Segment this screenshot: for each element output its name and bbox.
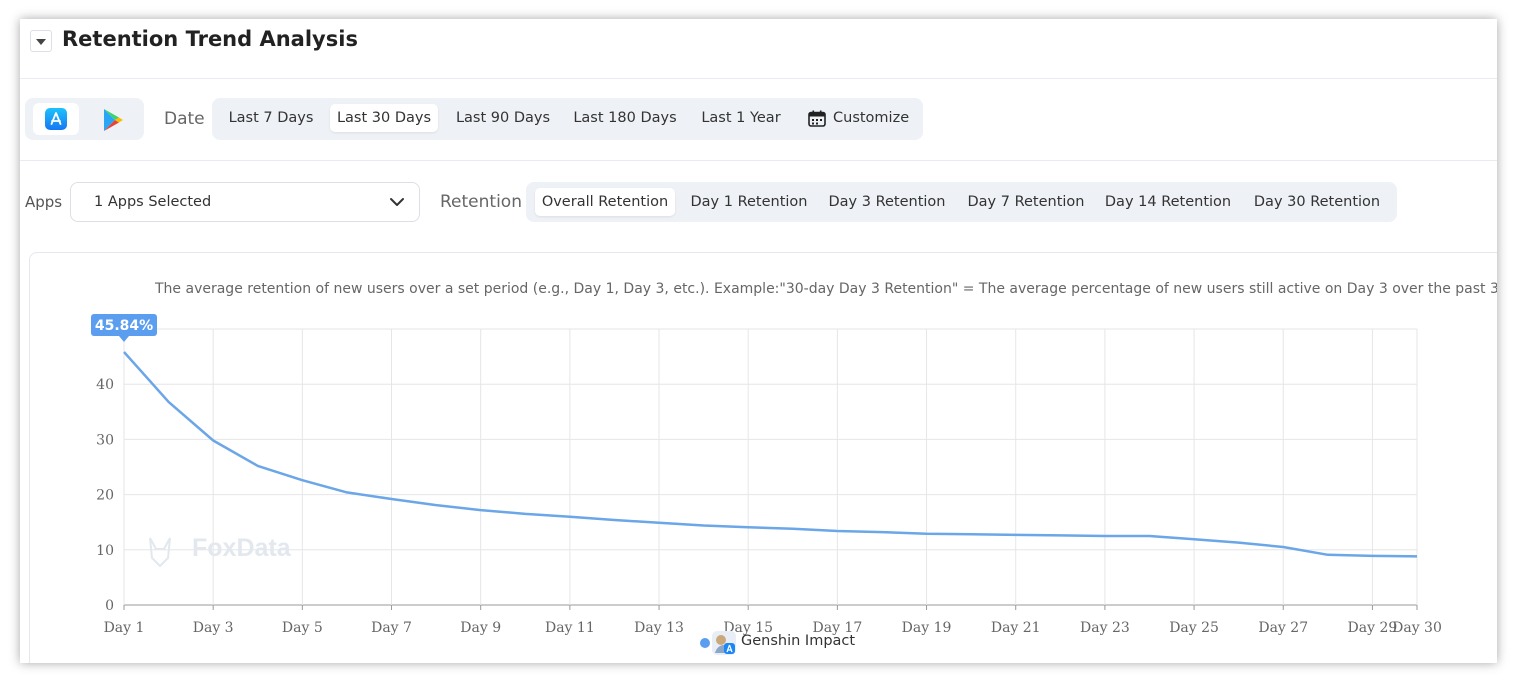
calendar-icon bbox=[808, 110, 826, 127]
watermark-text: FoxData bbox=[192, 534, 292, 562]
date-option-last-7-days[interactable]: Last 7 Days bbox=[228, 110, 314, 126]
series-line-genshin-impact bbox=[123, 351, 1418, 558]
customize-date-button[interactable]: Customize bbox=[808, 104, 910, 132]
peak-value-badge bbox=[91, 313, 157, 336]
google-play-icon bbox=[102, 108, 124, 132]
date-option-last-1-year[interactable]: Last 1 Year bbox=[701, 110, 781, 126]
y-tick-label: 10 bbox=[96, 543, 114, 559]
retention-line-chart: 0 10 20 30 40 Day 1 Day 3 Day 5 Day 7 Day 9 Day 11… bbox=[91, 313, 1442, 636]
date-range-selector: Last 7 Days Last 30 Days Last 90 Days La… bbox=[212, 98, 923, 140]
apps-label: Apps bbox=[25, 193, 63, 211]
x-tick-label: Day 15 bbox=[723, 620, 773, 636]
store-switcher bbox=[25, 98, 144, 140]
x-tick-label: Day 21 bbox=[991, 620, 1041, 636]
retention-option-day-14[interactable]: Day 14 Retention bbox=[1104, 194, 1232, 210]
legend-series-marker bbox=[700, 638, 710, 648]
y-tick-label: 20 bbox=[96, 488, 114, 504]
retention-panel: Retention Trend Analysis bbox=[20, 19, 1497, 663]
date-filter-row: Date Last 7 Days Last 30 Days Last 90 Da… bbox=[20, 79, 1497, 161]
apps-select-value: 1 Apps Selected bbox=[94, 194, 212, 210]
x-tick-label: Day 29 bbox=[1348, 620, 1398, 636]
retention-option-day-1[interactable]: Day 1 Retention bbox=[690, 194, 808, 210]
retention-option-day-3[interactable]: Day 3 Retention bbox=[828, 194, 946, 210]
app-retention-filter-row: Apps 1 Apps Selected Retention Overall R… bbox=[20, 162, 1497, 252]
x-tick-label: Day 30 bbox=[1392, 620, 1442, 636]
legend-series-label: Genshin Impact bbox=[741, 633, 856, 649]
x-tick-label: Day 9 bbox=[460, 620, 501, 636]
page-title: Retention Trend Analysis bbox=[62, 27, 358, 51]
date-option-last-30-days[interactable]: Last 30 Days bbox=[330, 104, 438, 132]
apps-select-dropdown[interactable]: 1 Apps Selected bbox=[70, 182, 420, 222]
x-tick-label: Day 17 bbox=[813, 620, 863, 636]
retention-option-day-7[interactable]: Day 7 Retention bbox=[967, 194, 1085, 210]
x-tick-label: Day 25 bbox=[1169, 620, 1219, 636]
foxdata-watermark-icon bbox=[149, 537, 171, 568]
retention-type-selector: Overall Retention Day 1 Retention Day 3 … bbox=[526, 182, 1397, 222]
y-tick-label: 40 bbox=[96, 377, 114, 393]
collapse-toggle-icon[interactable] bbox=[30, 30, 52, 52]
peak-value-label: 45.84% bbox=[95, 318, 153, 334]
x-tick-label: Day 1 bbox=[104, 620, 145, 636]
x-tick-label: Day 11 bbox=[545, 620, 595, 636]
panel-header: Retention Trend Analysis bbox=[20, 19, 1497, 79]
x-tick-label: Day 7 bbox=[371, 620, 412, 636]
y-tick-label: 30 bbox=[96, 432, 114, 448]
google-play-button[interactable] bbox=[89, 103, 135, 135]
genshin-impact-app-icon bbox=[712, 631, 736, 655]
customize-label: Customize bbox=[833, 110, 910, 126]
x-tick-label: Day 19 bbox=[902, 620, 952, 636]
y-tick-label: 0 bbox=[105, 598, 114, 614]
x-tick-label: Day 27 bbox=[1258, 620, 1308, 636]
chart-description: The average retention of new users over … bbox=[155, 281, 1497, 297]
date-label: Date bbox=[164, 109, 205, 129]
date-option-last-180-days[interactable]: Last 180 Days bbox=[573, 110, 677, 126]
x-tick-label: Day 5 bbox=[282, 620, 323, 636]
retention-chart-card: The average retention of new users over … bbox=[29, 252, 1497, 663]
x-tick-label: Day 13 bbox=[634, 620, 684, 636]
peak-badge-pointer bbox=[119, 335, 129, 342]
retention-label: Retention bbox=[440, 192, 522, 212]
app-store-button[interactable] bbox=[33, 103, 79, 135]
retention-option-overall[interactable]: Overall Retention bbox=[535, 188, 675, 216]
x-tick-label: Day 23 bbox=[1080, 620, 1130, 636]
app-store-icon bbox=[45, 108, 67, 130]
retention-option-day-30[interactable]: Day 30 Retention bbox=[1253, 194, 1381, 210]
date-option-last-90-days[interactable]: Last 90 Days bbox=[455, 110, 551, 126]
x-tick-label: Day 3 bbox=[193, 620, 234, 636]
chevron-down-icon bbox=[390, 198, 404, 206]
